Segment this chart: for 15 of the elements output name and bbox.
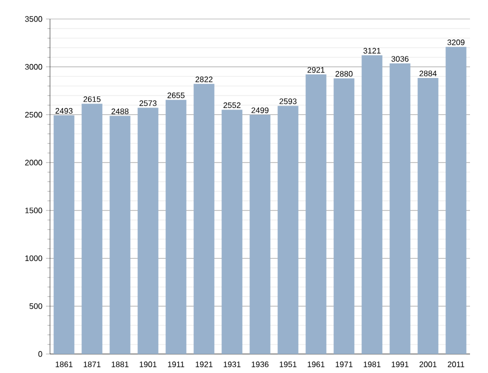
bar	[362, 55, 382, 354]
bar	[250, 114, 270, 354]
bar	[54, 115, 74, 354]
bar	[82, 104, 102, 354]
bar	[418, 78, 438, 354]
bar	[166, 100, 186, 354]
bar	[334, 78, 354, 354]
bar	[138, 108, 158, 354]
bar	[194, 84, 214, 354]
bar	[278, 106, 298, 354]
bar	[390, 63, 410, 354]
bar	[446, 46, 466, 354]
bar	[306, 74, 326, 354]
bar	[110, 116, 130, 354]
bar	[222, 110, 242, 354]
